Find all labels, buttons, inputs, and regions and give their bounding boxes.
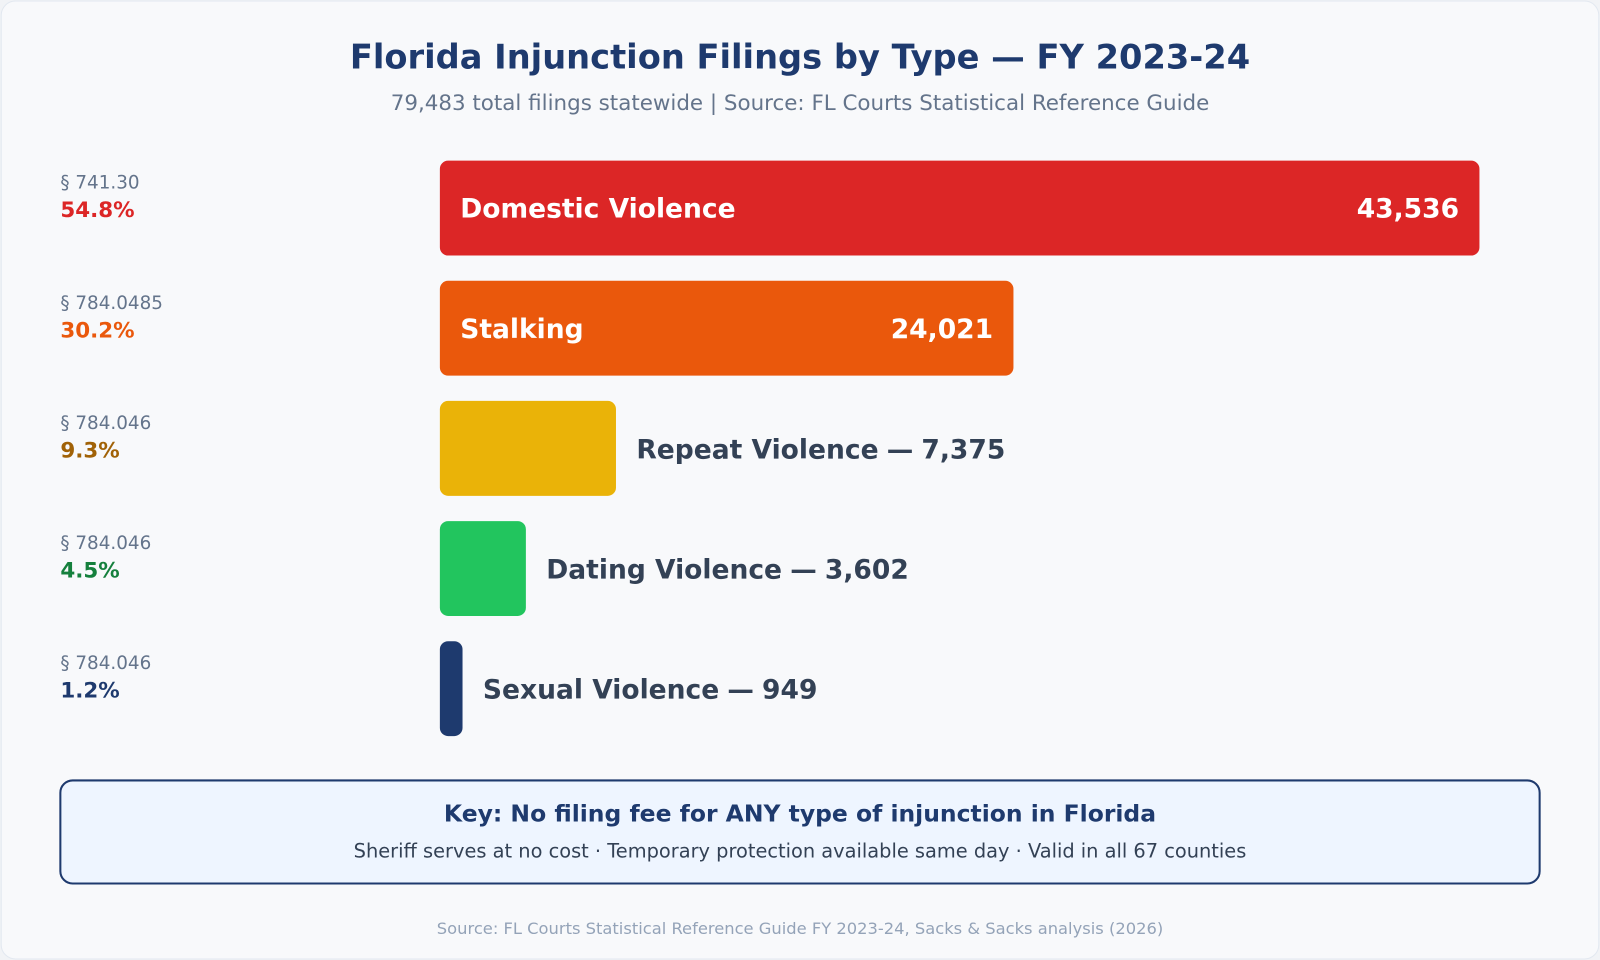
value-label: 24,021: [891, 314, 993, 345]
bar: [439, 280, 1014, 376]
label-separator: —: [727, 674, 754, 705]
bar-label: Sexual Violence — 949: [483, 674, 817, 705]
bar-category-label: Domestic Violence: [460, 194, 735, 225]
footer: Source: FL Courts Statistical Reference …: [437, 919, 1163, 938]
percent-label: 1.2%: [60, 679, 119, 704]
statute-label: § 784.0485: [60, 293, 163, 314]
bar-category-label: Stalking: [460, 314, 583, 345]
value-label: 3,602: [825, 554, 909, 585]
key-text: Sheriff serves at no cost · Temporary pr…: [354, 839, 1247, 862]
bar: [439, 641, 463, 737]
percent-label: 30.2%: [60, 318, 134, 343]
key-title: Key: No filing fee for ANY type of injun…: [444, 800, 1156, 828]
percent-label: 9.3%: [60, 438, 119, 463]
value-label: 7,375: [921, 434, 1005, 465]
bar-label: Repeat Violence —7,375: [636, 434, 1005, 465]
key-box: [59, 779, 1541, 885]
bar: [439, 160, 1480, 256]
percent-label: 4.5%: [60, 559, 119, 584]
statute-label: § 784.046: [60, 413, 151, 434]
bar-label: Dating Violence — 3,602: [546, 554, 908, 585]
bar: [439, 400, 616, 496]
bar: [439, 521, 526, 616]
statute-label: § 784.046: [60, 533, 151, 554]
category-label: Repeat Violence: [636, 434, 878, 465]
statute-label: § 784.046: [60, 653, 151, 674]
statute-label: § 741.30: [60, 173, 139, 194]
category-label: Sexual Violence: [483, 674, 719, 705]
value-label: 949: [762, 674, 817, 705]
value-label: 43,536: [1357, 194, 1459, 225]
label-separator: —: [887, 434, 914, 465]
chart-title: Florida Injunction Filings by Type — FY …: [350, 38, 1250, 77]
chart-subtitle: 79,483 total filings statewide | Source:…: [391, 91, 1210, 116]
category-label: Dating Violence: [546, 554, 782, 585]
label-separator: —: [790, 554, 817, 585]
percent-label: 54.8%: [60, 198, 134, 223]
